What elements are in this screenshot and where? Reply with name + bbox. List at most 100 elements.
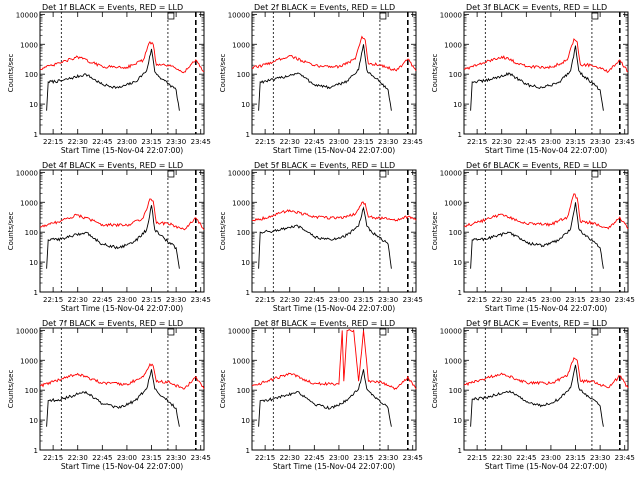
y-tick-label: 10 xyxy=(453,417,462,425)
x-tick-label: 23:00 xyxy=(541,454,561,462)
x-tick-label: 23:15 xyxy=(141,138,161,146)
x-tick-label: 23:15 xyxy=(565,296,585,304)
x-tick-label: 23:45 xyxy=(403,138,423,146)
y-tick-label: 100 xyxy=(237,229,250,237)
y-axis-label: Counts/sec xyxy=(7,212,15,251)
x-tick-label: 23:00 xyxy=(541,138,561,146)
plot-frame xyxy=(251,169,417,293)
series-line-lld xyxy=(251,35,417,72)
y-tick-label: 10 xyxy=(453,259,462,267)
x-tick-label: 23:45 xyxy=(615,296,635,304)
x-tick-label: 22:45 xyxy=(92,454,112,462)
x-tick-label: 23:15 xyxy=(141,296,161,304)
y-tick-label: 1000 xyxy=(232,41,250,49)
y-tick-label: 1 xyxy=(246,447,250,455)
y-tick-label: 100 xyxy=(25,387,38,395)
legend-marker xyxy=(591,12,599,20)
x-tick-label: 23:45 xyxy=(615,454,635,462)
x-axis-label: Start Time (15-Nov-04 22:07:00) xyxy=(61,146,183,155)
x-tick-label: 23:30 xyxy=(166,296,186,304)
x-tick-label: 23:15 xyxy=(565,454,585,462)
plot-frame xyxy=(39,169,205,293)
y-tick-label: 100 xyxy=(237,71,250,79)
y-tick-label: 1 xyxy=(34,447,38,455)
chart-title: Det 5f BLACK = Events, RED = LLD xyxy=(254,161,395,170)
x-tick-label: 22:45 xyxy=(304,296,324,304)
x-tick-label: 23:30 xyxy=(590,296,610,304)
y-tick-label: 10 xyxy=(241,101,250,109)
legend-marker xyxy=(591,170,599,178)
y-tick-label: 1000 xyxy=(444,357,462,365)
chart-title: Det 9f BLACK = Events, RED = LLD xyxy=(466,319,607,328)
y-tick-label: 10000 xyxy=(16,169,38,177)
y-tick-label: 100 xyxy=(449,387,462,395)
x-tick-label: 23:45 xyxy=(191,454,211,462)
y-axis-label: Counts/sec xyxy=(431,370,439,409)
x-tick-label: 23:00 xyxy=(117,296,137,304)
chart-title: Det 1f BLACK = Events, RED = LLD xyxy=(42,3,183,12)
chart-panel-5f: Det 5f BLACK = Events, RED = LLD 1 10 100 10… xyxy=(219,161,423,313)
x-tick-label: 23:30 xyxy=(590,138,610,146)
x-axis-label: Start Time (15-Nov-04 22:07:00) xyxy=(61,462,183,471)
x-tick-label: 23:15 xyxy=(565,138,585,146)
chart-title: Det 3f BLACK = Events, RED = LLD xyxy=(466,3,607,12)
x-tick-label: 23:15 xyxy=(141,454,161,462)
y-tick-label: 1000 xyxy=(20,199,38,207)
chart-panel-2f: Det 2f BLACK = Events, RED = LLD 1 10 100 10… xyxy=(219,3,423,155)
y-tick-label: 1000 xyxy=(444,199,462,207)
series-line-lld xyxy=(251,201,417,222)
x-axis-label: Start Time (15-Nov-04 22:07:00) xyxy=(485,462,607,471)
series-line-events xyxy=(258,44,392,111)
plot-frame xyxy=(463,327,629,451)
chart-title: Det 6f BLACK = Events, RED = LLD xyxy=(466,161,607,170)
x-tick-label: 23:45 xyxy=(191,138,211,146)
x-tick-label: 22:30 xyxy=(68,454,88,462)
y-tick-label: 1 xyxy=(246,289,250,297)
x-tick-label: 22:30 xyxy=(280,296,300,304)
y-tick-label: 100 xyxy=(25,71,38,79)
x-tick-label: 22:15 xyxy=(255,296,275,304)
x-tick-label: 22:45 xyxy=(304,454,324,462)
x-tick-label: 22:15 xyxy=(43,454,63,462)
chart-panel-1f: Det 1f BLACK = Events, RED = LLD 1 10 100 10… xyxy=(7,3,211,155)
y-tick-label: 1 xyxy=(458,289,462,297)
y-axis-label: Counts/sec xyxy=(7,370,15,409)
series-line-events xyxy=(470,202,604,269)
y-tick-label: 1000 xyxy=(20,357,38,365)
x-tick-label: 22:45 xyxy=(92,296,112,304)
x-tick-label: 22:30 xyxy=(492,296,512,304)
y-tick-label: 10 xyxy=(29,101,38,109)
x-tick-label: 22:30 xyxy=(280,138,300,146)
chart-title: Det 7f BLACK = Events, RED = LLD xyxy=(42,319,183,328)
x-tick-label: 22:15 xyxy=(467,296,487,304)
y-tick-label: 1 xyxy=(34,289,38,297)
y-tick-label: 10 xyxy=(241,259,250,267)
plot-frame xyxy=(251,327,417,451)
x-tick-label: 22:15 xyxy=(43,296,63,304)
y-tick-label: 1000 xyxy=(444,41,462,49)
x-tick-label: 22:45 xyxy=(92,138,112,146)
x-tick-label: 23:00 xyxy=(117,454,137,462)
chart-title: Det 8f BLACK = Events, RED = LLD xyxy=(254,319,395,328)
y-tick-label: 1 xyxy=(246,131,250,139)
plot-frame xyxy=(39,11,205,135)
y-tick-label: 10000 xyxy=(440,169,462,177)
x-axis-label: Start Time (15-Nov-04 22:07:00) xyxy=(273,146,395,155)
chart-title: Det 2f BLACK = Events, RED = LLD xyxy=(254,3,395,12)
y-tick-label: 10 xyxy=(453,101,462,109)
plot-frame xyxy=(463,169,629,293)
y-tick-label: 1000 xyxy=(232,357,250,365)
chart-panel-7f: Det 7f BLACK = Events, RED = LLD 1 10 100 10… xyxy=(7,319,211,471)
x-tick-label: 22:15 xyxy=(467,454,487,462)
series-line-lld xyxy=(463,38,629,74)
series-line-lld xyxy=(39,41,205,74)
x-tick-label: 23:15 xyxy=(353,454,373,462)
x-tick-label: 23:30 xyxy=(378,138,398,146)
x-tick-label: 23:30 xyxy=(378,296,398,304)
chart-title: Det 4f BLACK = Events, RED = LLD xyxy=(42,161,183,170)
y-tick-label: 100 xyxy=(25,229,38,237)
y-tick-label: 1 xyxy=(34,131,38,139)
chart-panel-8f: Det 8f BLACK = Events, RED = LLD 1 10 100 10… xyxy=(219,319,423,471)
x-axis-label: Start Time (15-Nov-04 22:07:00) xyxy=(61,304,183,313)
x-tick-label: 22:30 xyxy=(68,138,88,146)
